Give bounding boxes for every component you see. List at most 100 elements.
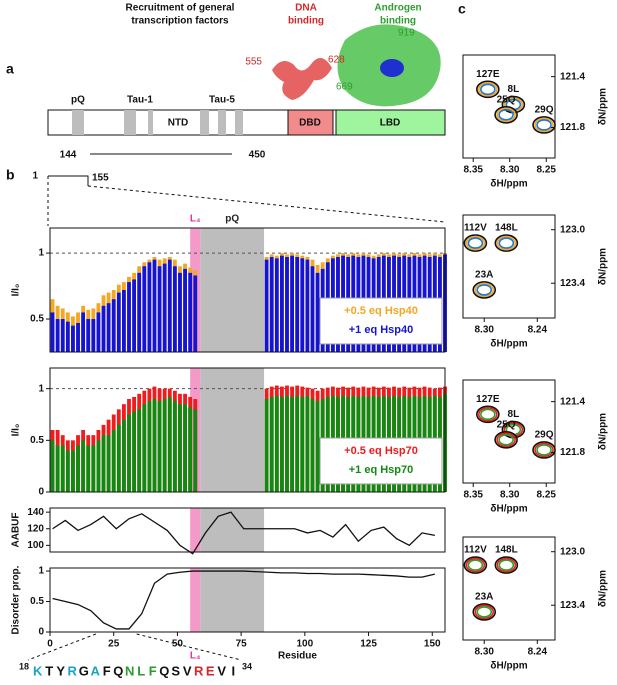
bar	[76, 322, 80, 352]
plot-frame	[49, 567, 446, 633]
header: transcription factors	[131, 16, 229, 27]
residue: F	[149, 663, 157, 678]
peak-label: 25Q	[497, 94, 516, 105]
bar	[147, 401, 152, 492]
legend-box	[319, 297, 443, 345]
x-tick-label: 8.30	[474, 647, 494, 658]
bar	[81, 440, 86, 492]
residue-number: 628	[328, 55, 345, 66]
y-tick-label: 1	[38, 566, 44, 577]
x-tick-label: 8.30	[500, 165, 520, 176]
y-tick-label: 140	[27, 507, 44, 518]
y-axis-label: I/I₀	[11, 284, 22, 297]
peak-label: 148L	[495, 545, 518, 556]
peak-label: 148L	[495, 223, 518, 234]
residue: S	[171, 663, 180, 678]
bar	[269, 257, 274, 352]
legend-box	[319, 437, 443, 485]
residue: V	[217, 663, 226, 678]
contour	[472, 603, 497, 621]
band	[200, 228, 265, 352]
contour	[474, 282, 495, 298]
x-tick-label: 8.24	[528, 647, 548, 658]
bar	[157, 401, 162, 492]
bar	[162, 399, 167, 492]
x-tick-label: 8.30	[474, 325, 494, 336]
legend-entry: +0.5 eq Hsp40	[344, 305, 418, 317]
x-tick-label: 8.30	[500, 490, 520, 501]
domain-label: NTD	[168, 118, 189, 129]
band	[190, 508, 201, 552]
plot-frame	[462, 54, 556, 159]
contour	[463, 556, 488, 574]
bar	[279, 396, 284, 492]
legend-entry: +1 eq Hsp40	[349, 324, 414, 336]
header: binding	[288, 16, 324, 27]
bar	[116, 424, 121, 492]
y-tick-label: 121.4	[560, 396, 585, 407]
residue: R	[68, 663, 78, 678]
contour	[536, 119, 552, 131]
panel-label: c	[458, 1, 466, 17]
residue: Y	[56, 663, 65, 678]
y-axis-label: Disorder prop.	[11, 565, 22, 634]
header: binding	[380, 16, 416, 27]
contour	[536, 444, 552, 456]
x-axis-label: δH/ppm	[490, 661, 527, 672]
bar	[305, 259, 310, 352]
peak-label: 29Q	[535, 105, 554, 116]
bar	[264, 399, 269, 492]
x-tick-label: 8.25	[537, 490, 557, 501]
bar	[60, 445, 65, 492]
residue: V	[183, 663, 192, 678]
bar	[55, 445, 60, 492]
plot-frame	[462, 536, 556, 641]
contour	[494, 105, 518, 124]
plot-frame	[462, 214, 556, 319]
bar	[290, 255, 295, 352]
bar	[274, 395, 279, 492]
contour	[494, 430, 518, 449]
residue: R	[194, 663, 204, 678]
domain-label: Tau-1	[127, 95, 153, 106]
bar	[111, 299, 116, 352]
y-tick-label: 123.0	[560, 546, 585, 557]
contour	[498, 433, 514, 446]
peak-label: 127E	[476, 394, 500, 405]
domain-label: Tau-5	[209, 95, 235, 106]
bar	[269, 396, 274, 492]
header: Recruitment of general	[126, 3, 235, 14]
y-tick-label: 123.4	[560, 278, 585, 289]
sequence-link	[136, 633, 242, 661]
bar	[178, 272, 182, 352]
bar	[167, 396, 172, 492]
line	[52, 511, 435, 555]
header: DNA	[295, 3, 317, 14]
domain-label: pQ	[71, 95, 85, 106]
contour	[494, 234, 519, 252]
bar	[162, 263, 167, 352]
contour	[476, 606, 493, 618]
x-axis-label: δH/ppm	[490, 339, 527, 350]
residue: A	[91, 663, 101, 678]
peak-label: 23A	[475, 592, 493, 603]
peak-label: 25Q	[497, 419, 516, 430]
bar	[76, 445, 80, 492]
range-label: 144	[60, 150, 77, 161]
contour	[494, 556, 519, 574]
bar	[285, 257, 289, 352]
legend-entry: +1 eq Hsp70	[349, 464, 414, 476]
range-label: 450	[249, 150, 266, 161]
peak-label: 8L	[508, 409, 520, 420]
x-tick-label: 8.24	[528, 325, 548, 336]
y-tick-label: 121.4	[560, 71, 585, 82]
bar	[300, 258, 305, 352]
band-label: L₄	[190, 651, 201, 662]
domain-label: DBD	[299, 118, 321, 129]
bar	[295, 257, 300, 352]
contour	[496, 432, 516, 448]
y-tick-label: 0	[38, 627, 44, 638]
bar	[127, 414, 131, 492]
line	[52, 570, 435, 630]
